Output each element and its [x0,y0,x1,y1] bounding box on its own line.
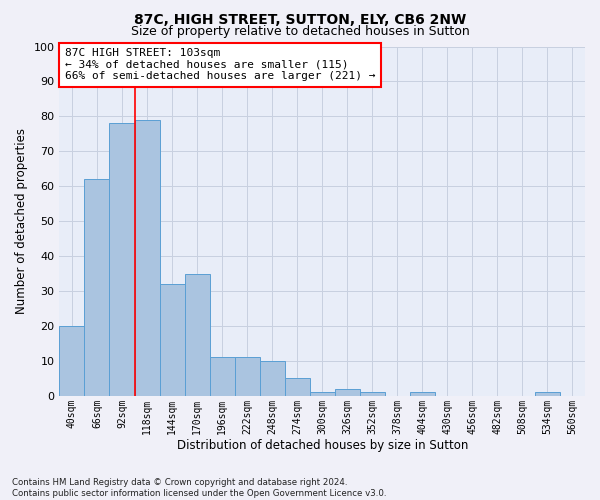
Bar [209,358,235,396]
Y-axis label: Number of detached properties: Number of detached properties [15,128,28,314]
Bar [185,274,209,396]
Bar [85,180,109,396]
X-axis label: Distribution of detached houses by size in Sutton: Distribution of detached houses by size … [176,440,468,452]
Text: 87C, HIGH STREET, SUTTON, ELY, CB6 2NW: 87C, HIGH STREET, SUTTON, ELY, CB6 2NW [134,12,466,26]
Bar [59,326,85,396]
Bar [134,120,160,396]
Bar [160,284,185,396]
Bar [284,378,310,396]
Text: Size of property relative to detached houses in Sutton: Size of property relative to detached ho… [131,25,469,38]
Bar [360,392,385,396]
Bar [535,392,560,396]
Bar [410,392,435,396]
Bar [260,361,284,396]
Text: Contains HM Land Registry data © Crown copyright and database right 2024.
Contai: Contains HM Land Registry data © Crown c… [12,478,386,498]
Text: 87C HIGH STREET: 103sqm
← 34% of detached houses are smaller (115)
66% of semi-d: 87C HIGH STREET: 103sqm ← 34% of detache… [65,48,375,82]
Bar [109,124,134,396]
Bar [310,392,335,396]
Bar [335,389,360,396]
Bar [235,358,260,396]
